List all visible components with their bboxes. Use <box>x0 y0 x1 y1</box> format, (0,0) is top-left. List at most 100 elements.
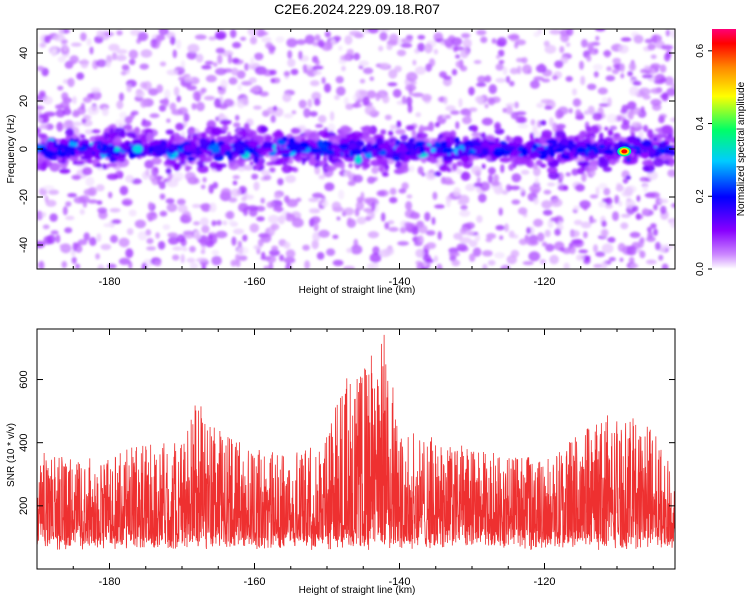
heatmap-cell <box>366 90 377 99</box>
heatmap-cell <box>480 132 487 139</box>
heatmap-area <box>37 29 675 269</box>
heatmap-cell <box>536 102 544 109</box>
heatmap-cell <box>95 59 107 68</box>
heatmap-cell <box>451 68 458 76</box>
heatmap-cell <box>371 148 377 158</box>
heatmap-cell <box>199 203 211 210</box>
heatmap-cell <box>228 77 238 85</box>
heatmap-cell <box>544 229 551 238</box>
heatmap-cell <box>290 68 299 76</box>
heatmap-cell <box>644 38 654 44</box>
heatmap-cell <box>431 217 436 225</box>
heatmap-cell <box>177 152 186 157</box>
heatmap-cell <box>167 172 174 180</box>
heatmap-cell <box>183 144 193 153</box>
heatmap-cell <box>614 194 620 204</box>
heatmap-cell <box>586 125 591 134</box>
heatmap-cell <box>572 98 581 107</box>
heatmap-cell <box>282 92 292 103</box>
heatmap-cell <box>173 86 180 97</box>
heatmap-cell <box>542 209 553 216</box>
heatmap-cell <box>320 201 329 207</box>
heatmap-cell <box>406 194 413 199</box>
heatmap-cell <box>638 130 644 139</box>
heatmap-cell <box>90 87 101 93</box>
heatmap-cell <box>484 75 492 83</box>
heatmap-cell <box>422 126 430 131</box>
heatmap-cell <box>493 147 505 152</box>
heatmap-cell <box>577 161 584 167</box>
heatmap-cell <box>392 88 402 98</box>
heatmap-cell <box>183 113 190 122</box>
heatmap-cell <box>465 222 475 230</box>
snr-xlabel: Height of straight line (km) <box>299 585 416 596</box>
heatmap-cell <box>480 36 488 44</box>
heatmap-cell <box>538 63 545 70</box>
heatmap-cell <box>347 217 353 225</box>
heatmap-cell <box>235 253 241 263</box>
y-tick-label: 400 <box>18 434 30 452</box>
heatmap-cell <box>650 223 657 229</box>
heatmap-cell <box>547 218 554 229</box>
heatmap-cell <box>88 186 97 197</box>
heatmap-cell <box>476 176 481 184</box>
heatmap-cell <box>324 165 337 172</box>
heatmap-cell <box>238 202 249 213</box>
heatmap-cell <box>541 200 553 209</box>
heatmap-cell <box>363 197 376 202</box>
heatmap-cell <box>577 167 585 175</box>
heatmap-cell <box>468 107 478 112</box>
heatmap-cell <box>371 166 379 174</box>
heatmap-cell <box>442 146 454 154</box>
heatmap-cell <box>617 242 626 252</box>
heatmap-cell <box>345 103 354 110</box>
heatmap-cell <box>327 123 336 133</box>
heatmap-cell <box>415 112 422 118</box>
heatmap-cell <box>388 226 399 232</box>
heatmap-cell <box>78 195 90 204</box>
heatmap-cell <box>636 195 641 202</box>
heatmap-cell <box>194 34 207 40</box>
heatmap-cell <box>555 109 563 119</box>
heatmap-cell <box>417 235 424 245</box>
heatmap-cell <box>488 167 496 175</box>
heatmap-cell <box>215 230 228 239</box>
heatmap-cell <box>642 159 654 167</box>
heatmap-cell <box>63 42 68 53</box>
heatmap-cell <box>263 265 271 269</box>
heatmap-cell <box>335 76 344 84</box>
heatmap-cell <box>453 232 463 240</box>
heatmap-cell <box>642 124 649 133</box>
heatmap-cell <box>119 111 127 119</box>
heatmap-cell <box>443 154 453 162</box>
heatmap-cell <box>111 219 122 225</box>
heatmap-xlabel: Height of straight line (km) <box>299 285 416 296</box>
heatmap-cell <box>137 31 149 42</box>
heatmap-cell <box>39 123 49 130</box>
heatmap-cell <box>605 197 613 206</box>
heatmap-cell <box>545 243 555 252</box>
heatmap-cell <box>220 144 227 154</box>
heatmap-cell <box>384 222 390 230</box>
heatmap-cell <box>451 259 461 267</box>
heatmap-cell <box>323 83 332 93</box>
heatmap-cell <box>511 173 522 183</box>
heatmap-cell <box>141 120 152 128</box>
heatmap-cell <box>396 49 407 57</box>
heatmap-cell <box>460 48 469 59</box>
heatmap-cell <box>254 52 264 61</box>
heatmap-cell <box>109 208 121 213</box>
heatmap-cell <box>214 98 222 108</box>
heatmap-cell <box>481 138 490 148</box>
heatmap-cell <box>270 78 276 84</box>
heatmap-cell <box>159 210 168 217</box>
heatmap-cell <box>632 80 642 86</box>
heatmap-cell <box>141 146 150 156</box>
heatmap-cell <box>661 44 674 51</box>
heatmap-cell <box>316 139 324 149</box>
heatmap-cell <box>385 158 396 165</box>
heatmap-cell <box>248 77 257 84</box>
heatmap-cell <box>96 233 102 242</box>
heatmap-cell <box>456 168 463 175</box>
heatmap-cell <box>120 70 127 76</box>
